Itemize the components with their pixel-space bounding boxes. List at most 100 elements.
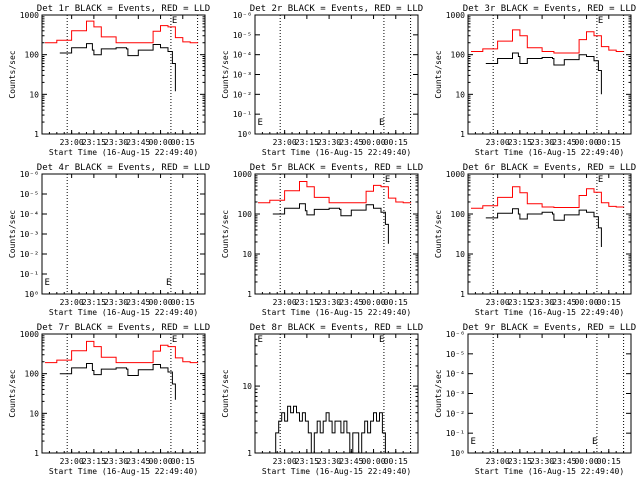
y-axis-label: Counts/sec bbox=[221, 210, 230, 258]
x-tick-label: 23:00 bbox=[486, 298, 510, 307]
y-tick-label: 10⁰ bbox=[238, 130, 252, 139]
y-tick-label: 100 bbox=[451, 51, 466, 60]
y-tick-label: 10⁰ bbox=[25, 290, 39, 299]
x-tick-label: 23:15 bbox=[508, 298, 532, 307]
plot-frame bbox=[467, 333, 632, 454]
x-tick-label: 23:00 bbox=[60, 457, 84, 466]
y-tick-label: 10⁰ bbox=[451, 449, 465, 458]
x-axis-label: Start Time (16-Aug-15 22:49:40) bbox=[262, 308, 411, 317]
y-tick-label: 1000 bbox=[446, 11, 465, 20]
x-tick-label: 23:15 bbox=[508, 138, 532, 147]
x-axis-label: Start Time (16-Aug-15 22:49:40) bbox=[49, 467, 198, 476]
x-tick-label: 23:30 bbox=[104, 138, 128, 147]
y-tick-label: 10 bbox=[455, 250, 465, 259]
x-tick-label: 23:45 bbox=[552, 138, 576, 147]
y-tick-label: 10 bbox=[242, 382, 252, 391]
x-tick-label: 23:45 bbox=[126, 298, 150, 307]
y-tick-label: 10⁻³ bbox=[233, 71, 252, 80]
x-tick-label: 23:45 bbox=[552, 298, 576, 307]
x-axis-label: Start Time (16-Aug-15 22:49:40) bbox=[49, 308, 198, 317]
series-1-line bbox=[59, 363, 176, 400]
panel-title: Det 4r BLACK = Events, RED = LLD bbox=[37, 163, 210, 173]
y-tick-label: 10⁻⁵ bbox=[233, 31, 252, 40]
plot-frame bbox=[254, 14, 419, 135]
x-tick-label: 23:45 bbox=[552, 457, 576, 466]
panel-6: Det 6r BLACK = Events, RED = LLD23:0023:… bbox=[434, 163, 636, 317]
y-tick-label: 10 bbox=[242, 250, 252, 259]
y-axis-label: Counts/sec bbox=[221, 50, 230, 98]
x-tick-label: 23:15 bbox=[295, 298, 319, 307]
panel-title: Det 6r BLACK = Events, RED = LLD bbox=[463, 163, 636, 173]
y-tick-label: 100 bbox=[25, 51, 40, 60]
series-0-line bbox=[258, 181, 412, 204]
x-tick-label: 00:15 bbox=[171, 457, 195, 466]
x-tick-label: 23:15 bbox=[82, 457, 106, 466]
y-axis-label: Counts/sec bbox=[8, 369, 17, 417]
panel-title: Det 3r BLACK = Events, RED = LLD bbox=[463, 4, 636, 14]
plot-frame bbox=[467, 14, 632, 135]
y-tick-label: 1000 bbox=[20, 330, 39, 339]
x-tick-label: 23:00 bbox=[273, 138, 297, 147]
series-0-line bbox=[471, 29, 624, 54]
event-marker: E bbox=[257, 118, 262, 128]
panel-title: Det 2r BLACK = Events, RED = LLD bbox=[250, 4, 423, 14]
panel-5: Det 5r BLACK = Events, RED = LLD23:0023:… bbox=[221, 163, 423, 317]
y-axis-label: Counts/sec bbox=[221, 369, 230, 417]
x-tick-label: 23:15 bbox=[508, 457, 532, 466]
panel-title: Det 7r BLACK = Events, RED = LLD bbox=[37, 323, 210, 333]
x-axis-label: Start Time (16-Aug-15 22:49:40) bbox=[262, 148, 411, 157]
x-tick-label: 23:45 bbox=[339, 138, 363, 147]
y-tick-label: 1 bbox=[460, 130, 465, 139]
series-1-line bbox=[485, 52, 602, 95]
y-tick-label: 1000 bbox=[446, 170, 465, 179]
y-tick-label: 10⁻⁴ bbox=[20, 210, 39, 219]
y-tick-label: 10⁻³ bbox=[446, 390, 465, 399]
y-tick-label: 1 bbox=[247, 449, 252, 458]
event-marker: E bbox=[172, 335, 177, 345]
x-tick-label: 23:30 bbox=[104, 457, 128, 466]
y-tick-label: 10⁻¹ bbox=[446, 429, 465, 438]
x-tick-label: 23:00 bbox=[60, 298, 84, 307]
y-tick-label: 1000 bbox=[20, 11, 39, 20]
x-tick-label: 23:15 bbox=[295, 138, 319, 147]
x-tick-label: 23:30 bbox=[530, 298, 554, 307]
plot-frame bbox=[41, 173, 206, 295]
y-tick-label: 1 bbox=[34, 449, 39, 458]
x-tick-label: 00:00 bbox=[361, 138, 385, 147]
x-tick-label: 00:15 bbox=[384, 138, 408, 147]
event-marker: E bbox=[470, 437, 475, 447]
x-tick-label: 00:15 bbox=[384, 298, 408, 307]
event-marker: E bbox=[385, 175, 390, 185]
y-tick-label: 10⁻³ bbox=[20, 230, 39, 239]
y-tick-label: 100 bbox=[25, 370, 40, 379]
y-axis-label: Counts/sec bbox=[8, 50, 17, 98]
event-marker: E bbox=[598, 16, 603, 26]
y-tick-label: 10⁻⁵ bbox=[446, 350, 465, 359]
x-tick-label: 00:15 bbox=[171, 138, 195, 147]
x-tick-label: 00:00 bbox=[148, 138, 172, 147]
y-tick-label: 1000 bbox=[233, 170, 252, 179]
y-tick-label: 100 bbox=[238, 210, 253, 219]
y-tick-label: 1 bbox=[34, 130, 39, 139]
plot-frame bbox=[41, 14, 206, 135]
x-tick-label: 00:15 bbox=[384, 457, 408, 466]
x-axis-label: Start Time (16-Aug-15 22:49:40) bbox=[475, 467, 624, 476]
y-tick-label: 10⁻² bbox=[20, 250, 39, 259]
y-tick-label: 100 bbox=[451, 210, 466, 219]
x-axis-label: Start Time (16-Aug-15 22:49:40) bbox=[475, 308, 624, 317]
y-axis-label: Counts/sec bbox=[8, 210, 17, 258]
y-axis-label: Counts/sec bbox=[434, 210, 443, 258]
x-axis-label: Start Time (16-Aug-15 22:49:40) bbox=[49, 148, 198, 157]
x-tick-label: 23:15 bbox=[82, 138, 106, 147]
panel-title: Det 9r BLACK = Events, RED = LLD bbox=[463, 323, 636, 333]
panel-9: Det 9r BLACK = Events, RED = LLD23:0023:… bbox=[434, 323, 636, 476]
x-tick-label: 23:30 bbox=[530, 138, 554, 147]
x-tick-label: 23:15 bbox=[82, 298, 106, 307]
x-tick-label: 00:15 bbox=[597, 138, 621, 147]
plot-frame bbox=[41, 333, 206, 454]
y-tick-label: 10⁻² bbox=[446, 409, 465, 418]
x-tick-label: 00:00 bbox=[148, 457, 172, 466]
y-tick-label: 10⁻⁵ bbox=[20, 190, 39, 199]
event-marker: E bbox=[379, 118, 384, 128]
x-tick-label: 23:45 bbox=[339, 298, 363, 307]
